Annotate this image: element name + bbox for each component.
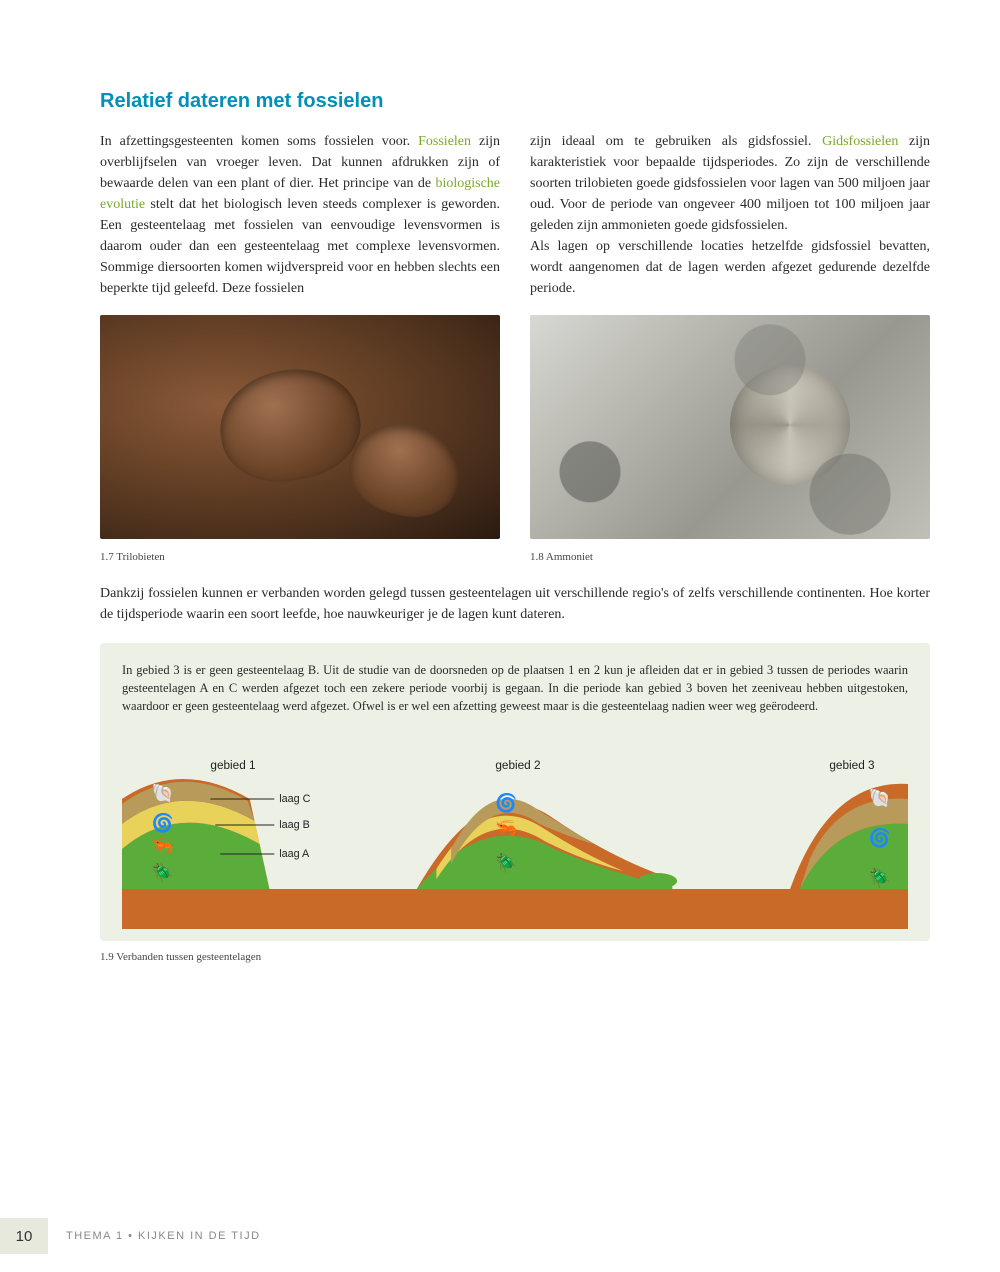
gebied-2-label: gebied 2: [495, 758, 540, 772]
figure-row: [100, 315, 930, 539]
bridge-paragraph: Dankzij fossielen kunnen er verbanden wo…: [100, 583, 930, 625]
strata-diagram: 🐚 🌀 🦐 🪲 gebied 1 laag C laag B laag A: [122, 729, 908, 929]
svg-text:🦐: 🦐: [151, 835, 173, 855]
figure-trilobites: [100, 315, 500, 539]
intro-col-left: In afzettingsgesteenten komen soms fossi…: [100, 131, 500, 299]
section-title: Relatief dateren met fossielen: [100, 90, 930, 113]
gebied-1: 🐚 🌀 🦐 🪲: [122, 779, 269, 889]
laag-c-label: laag C: [279, 793, 310, 805]
svg-text:🐚: 🐚: [869, 788, 891, 808]
svg-text:🌀: 🌀: [869, 827, 891, 848]
laag-a-label: laag A: [279, 848, 310, 860]
figure-ammonite: [530, 315, 930, 539]
laag-b-label: laag B: [279, 819, 310, 831]
info-box: In gebied 3 is er geen gesteentelaag B. …: [100, 643, 930, 941]
intro-columns: In afzettingsgesteenten komen soms fossi…: [100, 131, 930, 299]
svg-text:🪲: 🪲: [495, 852, 517, 874]
caption-1-8: 1.8 Ammoniet: [530, 551, 593, 563]
footer-theme: THEMA 1 • KIJKEN IN DE TIJD: [66, 1230, 261, 1242]
caption-1-7: 1.7 Trilobieten: [100, 551, 165, 563]
gebied-3: 🐚 🌀 🪲: [790, 784, 908, 889]
svg-text:🌀: 🌀: [495, 792, 517, 813]
svg-text:🪲: 🪲: [869, 867, 891, 889]
page-number: 10: [0, 1218, 48, 1254]
caption-1-9: 1.9 Verbanden tussen gesteentelagen: [100, 951, 930, 963]
gebied-3-label: gebied 3: [829, 758, 875, 772]
svg-text:🌀: 🌀: [151, 812, 173, 833]
page-footer: 10 THEMA 1 • KIJKEN IN DE TIJD: [0, 1218, 261, 1254]
intro-col-right: zijn ideaal om te gebruiken als gidsfoss…: [530, 131, 930, 299]
gebied-2: 🌀 🦐 🪲: [417, 792, 677, 889]
svg-text:🪲: 🪲: [151, 862, 173, 884]
info-box-text: In gebied 3 is er geen gesteentelaag B. …: [122, 661, 908, 715]
svg-text:🦐: 🦐: [495, 818, 517, 838]
bedrock-base: [122, 889, 908, 929]
svg-text:🐚: 🐚: [151, 783, 173, 803]
gebied-1-label: gebied 1: [210, 758, 256, 772]
